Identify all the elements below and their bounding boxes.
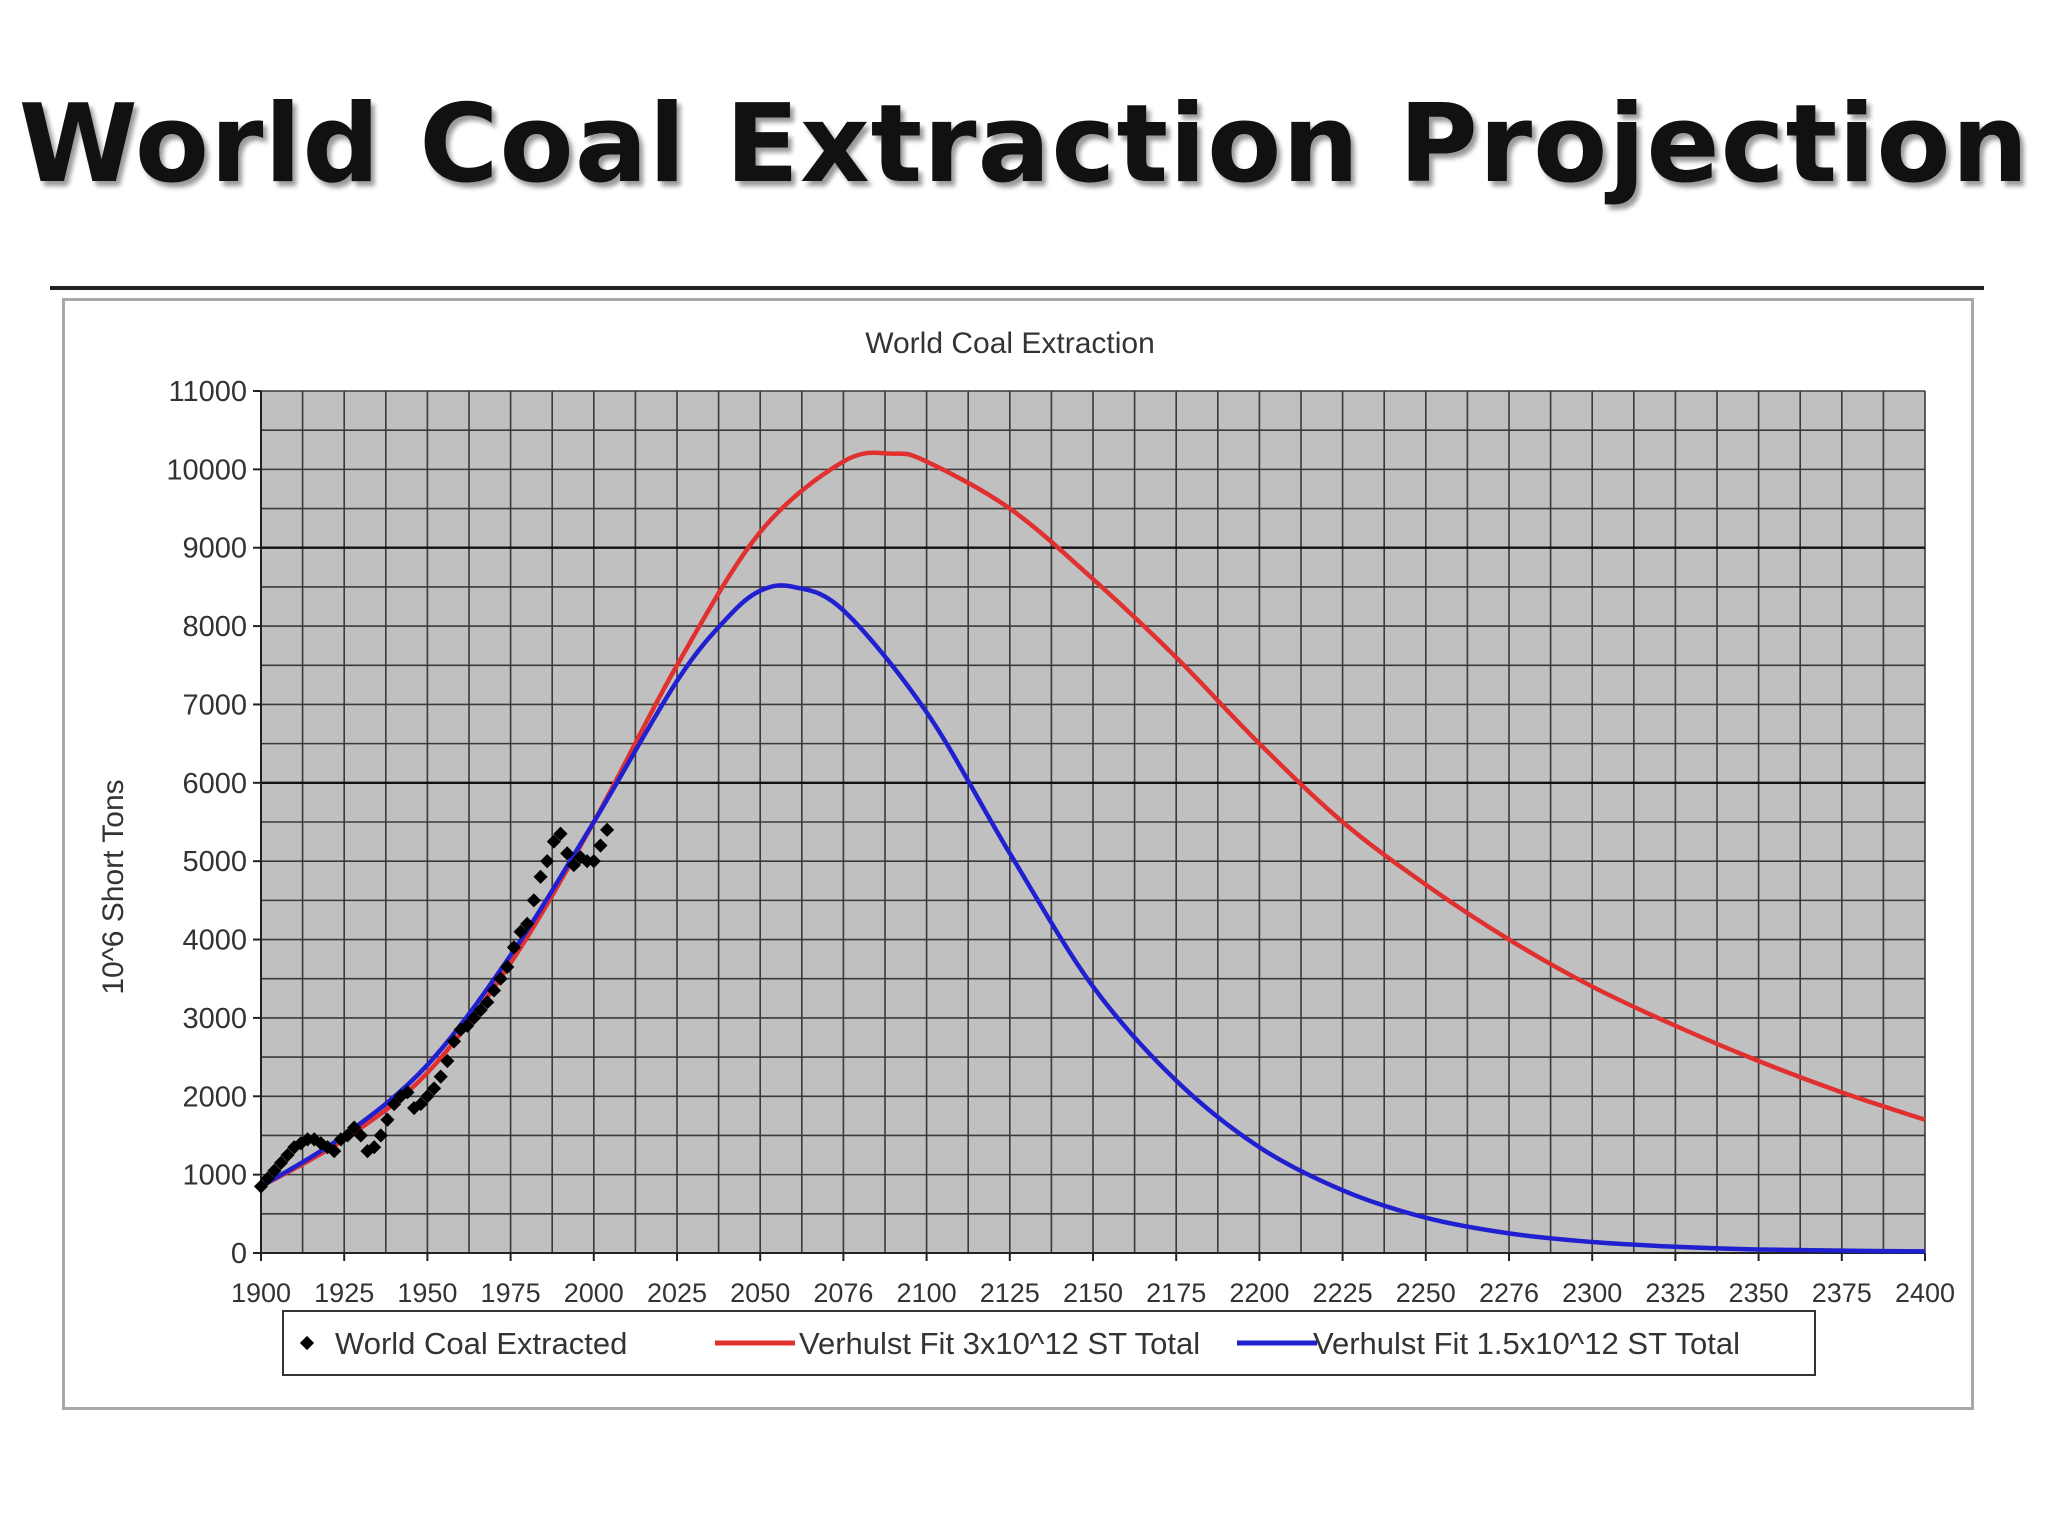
legend-label-0: World Coal Extracted xyxy=(335,1326,627,1361)
x-tick-label: 2200 xyxy=(1229,1278,1289,1308)
scatter-point xyxy=(560,846,575,861)
x-tick-label: 2000 xyxy=(564,1278,624,1308)
y-tick-label: 0 xyxy=(231,1238,247,1270)
x-tick-label: 2100 xyxy=(897,1278,957,1308)
y-tick-label: 6000 xyxy=(182,768,247,800)
scatter-point xyxy=(473,1003,488,1018)
x-tick-label: 2350 xyxy=(1729,1278,1789,1308)
series-line-2 xyxy=(259,583,1926,1254)
y-tick-label: 8000 xyxy=(182,611,247,643)
x-tick-label: 1975 xyxy=(481,1278,541,1308)
legend-box xyxy=(282,1310,1816,1376)
scatter-point xyxy=(367,1140,382,1155)
scatter-point xyxy=(506,940,521,955)
legend-label-2: Verhulst Fit 1.5x10^12 ST Total xyxy=(1313,1326,1740,1361)
chart-svg: 0 1000 2000 3000 4000 5000 6000 7000 8000 9000 100… xyxy=(97,327,1955,1376)
y-tick-label: 10000 xyxy=(166,454,247,486)
legend-marker-0 xyxy=(299,1335,315,1351)
scatter-point xyxy=(600,822,615,837)
scatter-point xyxy=(520,916,535,931)
scatter-point xyxy=(493,971,508,986)
scatter-point xyxy=(466,1010,482,1025)
chart-frame: 0 1000 2000 3000 4000 5000 6000 7000 8000 9000 100… xyxy=(62,298,1974,1410)
scatter-point xyxy=(260,1171,275,1186)
scatter-point xyxy=(500,959,515,975)
scatter-point xyxy=(546,834,561,849)
slide-title: World Coal Extraction Projection xyxy=(18,82,2030,207)
scatter-point xyxy=(526,893,541,908)
y-tick-label: 3000 xyxy=(182,1003,247,1035)
x-tick-label: 2225 xyxy=(1313,1278,1373,1308)
y-axis-label: 10^6 Short Tons xyxy=(97,779,130,994)
y-tick-label: 2000 xyxy=(182,1081,247,1113)
scatter-point xyxy=(347,1120,362,1135)
y-tick-label: 9000 xyxy=(182,533,247,565)
y-tick-label: 11000 xyxy=(169,376,248,408)
scatter-point xyxy=(566,858,581,873)
scatter-point xyxy=(540,854,555,869)
scatter-point xyxy=(420,1089,435,1104)
x-tick-label: 2150 xyxy=(1063,1278,1123,1308)
x-tick-label: 2325 xyxy=(1645,1278,1705,1308)
scatter-point xyxy=(533,869,548,884)
x-tick-label: 2125 xyxy=(980,1278,1040,1308)
y-tick-label: 5000 xyxy=(182,846,247,878)
title-divider xyxy=(50,286,1984,290)
x-tick-label: 1950 xyxy=(397,1278,457,1308)
series-line-1 xyxy=(259,450,1926,1189)
scatter-point xyxy=(460,1018,475,1033)
x-tick-label: 2400 xyxy=(1895,1278,1955,1308)
scatter-point xyxy=(313,1136,328,1151)
scatter-point xyxy=(586,854,601,869)
chart-title: World Coal Extraction xyxy=(865,327,1155,360)
y-tick-label: 7000 xyxy=(182,689,247,721)
x-tick-label: 2300 xyxy=(1562,1278,1622,1308)
scatter-point xyxy=(480,995,495,1010)
x-tick-label: 1925 xyxy=(314,1278,374,1308)
scatter-point xyxy=(513,924,528,939)
x-tick-label: 2250 xyxy=(1396,1278,1456,1308)
x-tick-label: 2076 xyxy=(813,1278,873,1308)
x-tick-label: 2025 xyxy=(647,1278,707,1308)
scatter-point xyxy=(593,838,608,853)
x-tick-label: 2050 xyxy=(730,1278,790,1308)
y-tick-label: 4000 xyxy=(182,925,247,957)
x-tick-label: 2375 xyxy=(1812,1278,1872,1308)
scatter-point xyxy=(486,983,502,998)
scatter-point xyxy=(553,826,568,841)
x-tick-label: 2276 xyxy=(1479,1278,1539,1308)
y-tick-label: 1000 xyxy=(182,1160,247,1192)
x-tick-label: 2175 xyxy=(1146,1278,1206,1308)
legend-label-1: Verhulst Fit 3x10^12 ST Total xyxy=(799,1326,1200,1361)
x-tick-label: 1900 xyxy=(231,1278,291,1308)
scatter-point xyxy=(273,1155,289,1170)
